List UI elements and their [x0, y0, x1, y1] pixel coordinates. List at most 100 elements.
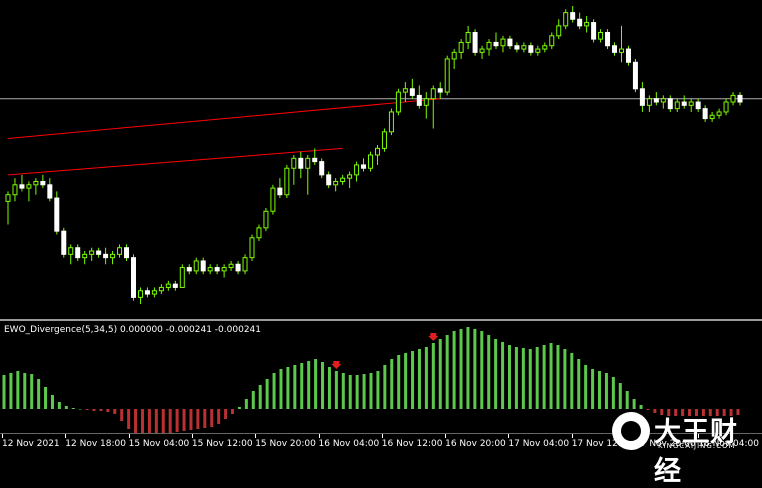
candle	[444, 55, 450, 96]
time-label: 15 Nov 04:00	[128, 439, 190, 449]
candle-bull	[333, 180, 339, 186]
histogram-bar	[466, 327, 470, 409]
candle-bear	[277, 187, 283, 196]
time-tick	[128, 434, 130, 438]
candle	[612, 42, 618, 56]
histogram-bar	[646, 409, 650, 410]
time-tick	[445, 434, 447, 438]
candle	[96, 247, 102, 258]
histogram-bar	[417, 349, 421, 409]
histogram-bar	[480, 331, 484, 409]
candle	[263, 207, 269, 232]
candle-bear	[472, 31, 478, 53]
histogram-bar	[189, 409, 193, 430]
candle-bear	[737, 94, 743, 103]
histogram-bar	[147, 409, 151, 433]
histogram-bar	[507, 345, 511, 409]
histogram-bar	[210, 409, 214, 427]
candle	[207, 264, 213, 275]
candle-bear	[103, 253, 109, 259]
pane-divider[interactable]	[0, 319, 762, 321]
candle	[674, 98, 680, 112]
candle	[361, 158, 367, 172]
histogram-bar	[44, 387, 48, 409]
histogram-bar	[154, 409, 158, 433]
histogram-bar	[618, 383, 622, 409]
histogram-bar	[729, 409, 733, 416]
histogram-bar	[424, 347, 428, 409]
candle-bull	[137, 290, 143, 298]
candle-bull	[535, 48, 541, 53]
histogram-bar	[37, 379, 41, 409]
histogram-bar	[625, 391, 629, 409]
histogram-bar	[674, 409, 678, 416]
indicator-chart[interactable]	[0, 321, 762, 433]
candle-bull	[374, 147, 380, 156]
watermark-url: KINGCAIJING.COM	[658, 442, 736, 450]
candle-bull	[368, 154, 374, 169]
candle	[472, 29, 478, 56]
histogram-bar	[217, 409, 221, 424]
logo-mark-icon	[612, 412, 650, 450]
candle-bear	[298, 157, 304, 169]
candle-bull	[207, 267, 213, 272]
candle	[186, 264, 192, 275]
histogram-bar	[127, 409, 131, 429]
candle	[451, 49, 457, 69]
candle-bull	[542, 45, 548, 50]
candle-bear	[200, 260, 206, 272]
histogram-bar	[549, 343, 553, 409]
histogram-bar	[92, 409, 96, 411]
candle	[549, 32, 555, 50]
candle-bull	[584, 22, 590, 27]
candle-bear	[361, 164, 367, 169]
candle	[172, 280, 178, 291]
candle	[26, 181, 32, 202]
histogram-bar	[404, 353, 408, 409]
candle-bull	[26, 184, 32, 189]
candle-bull	[451, 51, 457, 60]
candle-bull	[5, 194, 11, 202]
candle-bull	[423, 98, 429, 106]
histogram-bar	[591, 369, 595, 409]
candle	[709, 111, 715, 122]
candle	[89, 247, 95, 261]
candle-bull	[458, 41, 464, 53]
candle	[618, 25, 624, 63]
candle-bear	[437, 88, 443, 93]
candle-bull	[340, 177, 346, 182]
histogram-bar	[521, 348, 525, 409]
histogram-bar	[660, 409, 664, 415]
candle	[402, 82, 408, 103]
candle-bear	[124, 247, 130, 259]
candle-bear	[667, 98, 673, 110]
time-tick	[2, 434, 3, 438]
candle	[347, 171, 353, 189]
histogram-bar	[134, 409, 138, 433]
candle	[437, 82, 443, 99]
candle	[500, 35, 506, 53]
histogram-bar	[390, 359, 394, 409]
candle-bear	[605, 31, 611, 47]
price-chart[interactable]	[0, 0, 762, 318]
candle-bear	[514, 45, 520, 50]
watermark-logo: 大王财经 KINGCAIJING.COM	[612, 410, 760, 487]
candle-bull	[270, 187, 276, 212]
candle	[151, 287, 157, 298]
candle	[165, 280, 171, 291]
time-label: 15 Nov 12:00	[191, 439, 253, 449]
candle-bear	[40, 180, 46, 186]
histogram-bar	[2, 375, 6, 409]
time-label: 12 Nov 18:00	[65, 439, 126, 449]
candle	[479, 45, 485, 59]
candle-bear	[695, 101, 701, 110]
candle	[12, 178, 18, 202]
candle-bear	[75, 247, 81, 259]
candle-bull	[479, 48, 485, 53]
candle	[298, 151, 304, 179]
candle	[5, 191, 11, 225]
candle-bull	[660, 98, 666, 103]
candle-bull	[151, 290, 157, 295]
candle	[179, 264, 185, 288]
candle	[354, 161, 360, 182]
